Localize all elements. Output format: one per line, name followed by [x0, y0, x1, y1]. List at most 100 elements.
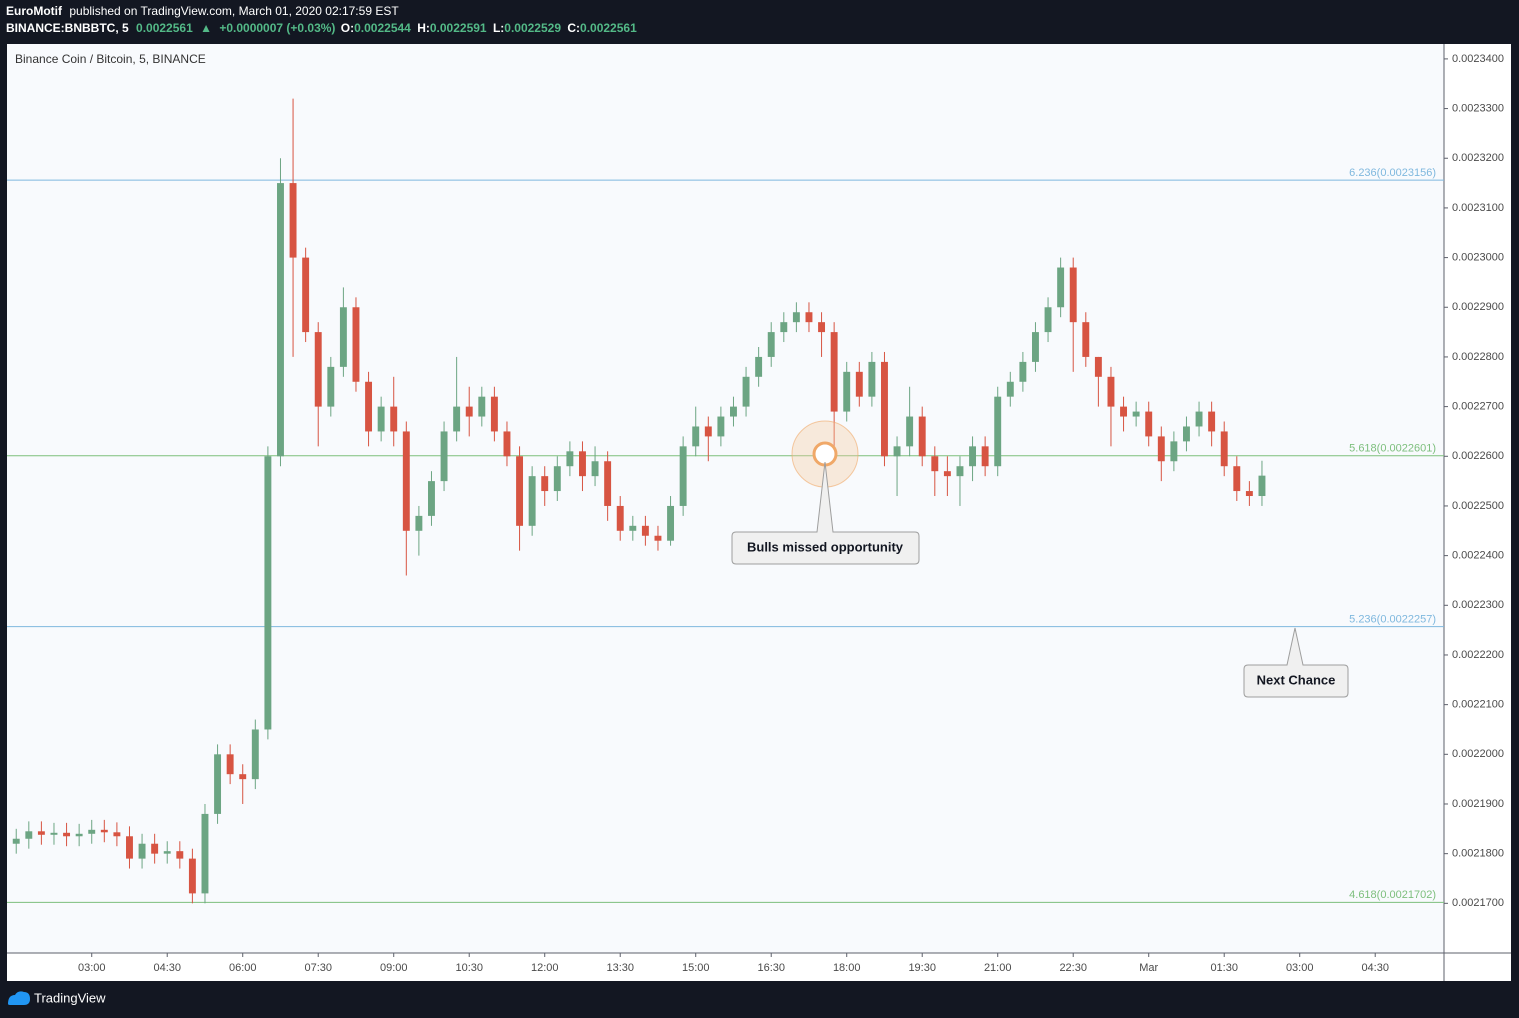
candle-body — [302, 257, 310, 333]
candle-body — [352, 307, 360, 382]
candle-body — [1044, 307, 1052, 333]
x-tick-label: 04:30 — [1361, 962, 1389, 974]
candle-body — [553, 466, 561, 492]
x-tick-label: 22:30 — [1059, 962, 1087, 974]
last-price: 0.0022561 — [136, 21, 193, 35]
x-tick-label: 18:00 — [833, 962, 861, 974]
candle-body — [440, 431, 448, 482]
candle-body — [742, 376, 750, 407]
candle-body — [893, 446, 901, 457]
candle-body — [63, 832, 71, 837]
x-tick-label: 04:30 — [153, 962, 181, 974]
callout-box — [1243, 627, 1349, 698]
candle-body — [667, 505, 675, 541]
candle-body — [88, 829, 96, 834]
candle-body — [830, 332, 838, 412]
candle-body — [1082, 322, 1090, 357]
candle-body — [327, 366, 335, 407]
candle-body — [1132, 411, 1140, 417]
candle-body — [692, 426, 700, 447]
plot: 6.236(0.0023156) 5.618(0.0022601) 5.236(0.… — [7, 98, 1444, 904]
candle-body — [264, 456, 272, 730]
x-tick-label: 13:30 — [606, 962, 634, 974]
candle-body — [906, 416, 914, 447]
candle-body — [629, 525, 637, 531]
low-label: L: — [493, 21, 504, 35]
y-tick-label: 0.0023100 — [1452, 202, 1504, 214]
high-label: H: — [417, 21, 430, 35]
candle-body — [1145, 411, 1153, 437]
candle-body — [1245, 491, 1253, 497]
candle-body — [453, 406, 461, 432]
y-tick-label: 0.0022800 — [1452, 351, 1504, 363]
y-tick-label: 0.0023200 — [1452, 152, 1504, 164]
candle-body — [490, 396, 498, 432]
candle-body — [314, 332, 322, 407]
x-tick-label: 03:00 — [1286, 962, 1314, 974]
candle-body — [251, 729, 259, 780]
candle-body — [214, 754, 222, 814]
callout-bulls: Bulls missed opportunity — [731, 420, 920, 565]
candle-body — [465, 406, 473, 417]
candle-body — [579, 451, 586, 477]
candle-body — [365, 381, 373, 432]
candle-body — [654, 535, 662, 541]
change-arrow: ▲ — [200, 21, 212, 35]
candle-body — [818, 322, 826, 333]
x-tick-label: 01:30 — [1210, 962, 1238, 974]
change: +0.0000007 (+0.03%) — [219, 21, 335, 35]
footer: TradingView — [8, 990, 106, 1005]
candle-body — [113, 832, 121, 837]
author: EuroMotif — [6, 4, 63, 18]
level-label: 6.236(0.0023156) — [1349, 167, 1436, 179]
candle-body — [415, 515, 423, 531]
candle-body — [201, 813, 209, 894]
candle-body — [792, 312, 800, 323]
chart-title: Binance Coin / Bitcoin, 5, BINANCE — [15, 52, 206, 66]
candle-body — [1019, 361, 1027, 382]
callout-text: Bulls missed opportunity — [747, 539, 904, 554]
candle-body — [1157, 436, 1165, 462]
candle-body — [377, 406, 385, 432]
header-line-1: EuroMotif published on TradingView.com, … — [6, 4, 399, 18]
candle-body — [918, 416, 926, 457]
candle-body — [1006, 381, 1014, 397]
candle-body — [478, 396, 486, 417]
candle-body — [37, 831, 45, 835]
candle-body — [1220, 431, 1228, 467]
candle-body — [541, 476, 549, 492]
candle-body — [931, 456, 939, 472]
x-tick-label: 19:30 — [908, 962, 936, 974]
candle-body — [12, 838, 20, 844]
candle-body — [981, 446, 989, 467]
candle-body — [969, 446, 977, 467]
x-tick-label: 12:00 — [531, 962, 559, 974]
brand-text: TradingView — [34, 990, 106, 1005]
y-tick-label: 0.0022600 — [1452, 450, 1504, 462]
candle-body — [730, 406, 737, 417]
y-tick-label: 0.0022900 — [1452, 301, 1504, 313]
candle-body — [843, 371, 851, 412]
candle-body — [226, 754, 234, 775]
x-tick-label: 16:30 — [757, 962, 785, 974]
y-tick-label: 0.0021700 — [1452, 897, 1504, 909]
level-label: 4.618(0.0021702) — [1349, 889, 1436, 901]
candle-body — [1057, 267, 1065, 308]
candle-body — [868, 361, 876, 397]
candle-body — [1208, 411, 1216, 432]
candle-body — [1170, 441, 1178, 462]
high-value: 0.0022591 — [430, 21, 487, 35]
y-tick-label: 0.0021800 — [1452, 848, 1504, 860]
symbol: BINANCE:BNBBTC, 5 — [6, 21, 129, 35]
x-tick-label: 06:00 — [229, 962, 257, 974]
candle-body — [1120, 406, 1128, 417]
x-tick-label: 07:30 — [304, 962, 332, 974]
callout-box — [731, 461, 920, 565]
candle-body — [188, 858, 196, 894]
candle-body — [277, 183, 284, 457]
candle-body — [503, 431, 511, 457]
x-tick-label: 09:00 — [380, 962, 408, 974]
candle-body — [50, 832, 58, 835]
candle-body — [1183, 426, 1190, 442]
